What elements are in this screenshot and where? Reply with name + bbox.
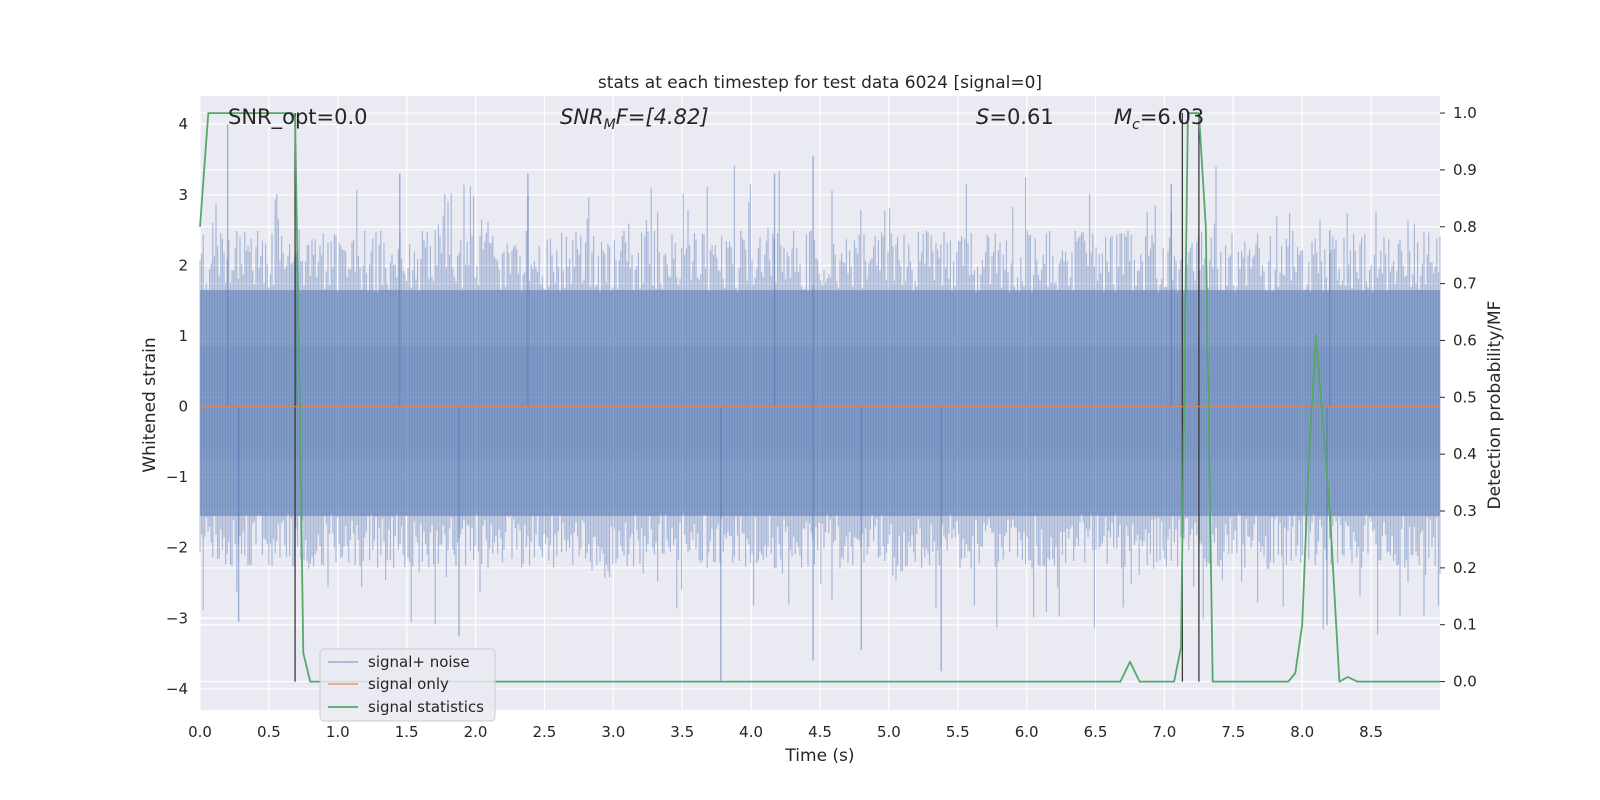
annotation-snr-mf-value: F=[4.82] <box>616 105 709 129</box>
y2-tick-label: 0.1 <box>1453 616 1477 634</box>
y2-tick-label: 0.0 <box>1453 673 1477 691</box>
x-tick-label: 3.0 <box>601 723 625 741</box>
y2-tick-label: 0.4 <box>1453 445 1477 463</box>
y-tick-label: 0 <box>178 398 188 416</box>
annotation-mc-value: =6.03 <box>1140 105 1204 129</box>
y-tick-label: −3 <box>166 609 188 627</box>
noise-band <box>200 290 1440 516</box>
x-tick-label: 3.5 <box>670 723 694 741</box>
y2-tick-label: 0.3 <box>1453 502 1477 520</box>
legend-label-signal-only: signal only <box>368 675 449 693</box>
x-tick-label: 2.5 <box>533 723 557 741</box>
annotation-snr-opt: SNR_opt=0.0 <box>228 105 368 130</box>
y2-tick-label: 0.2 <box>1453 559 1477 577</box>
x-tick-label: 0.5 <box>257 723 281 741</box>
x-tick-label: 7.5 <box>1221 723 1245 741</box>
y2-tick-label: 0.8 <box>1453 218 1477 236</box>
y-tick-label: −4 <box>166 680 188 698</box>
noise-spikes <box>226 124 1331 682</box>
x-tick-label: 5.5 <box>946 723 970 741</box>
y-tick-labels: 4 3 2 1 0 −1 −2 −3 −4 <box>166 115 188 698</box>
annotation-s-value: =0.61 <box>989 105 1053 129</box>
y2-axis-label: Detection probability/MF <box>1485 301 1505 510</box>
annotation-mc-subscript: c <box>1132 117 1140 133</box>
annotation-snr-mf-subscript: M <box>604 117 616 133</box>
y2-tick-label: 0.7 <box>1453 275 1477 293</box>
y-tick-label: 3 <box>178 186 188 204</box>
x-tick-label: 8.5 <box>1359 723 1383 741</box>
y2-tick-label: 0.9 <box>1453 161 1477 179</box>
x-tick-labels: 0.0 0.5 1.0 1.5 2.0 2.5 3.0 3.5 4.0 4.5 5.0 5.5 6.0 6… <box>188 723 1383 741</box>
y-tick-label: 2 <box>178 256 188 274</box>
y-tick-label: 1 <box>178 327 188 345</box>
annotation-mc: Mc=6.03 <box>1114 105 1204 133</box>
legend-box <box>319 648 496 722</box>
y2-tick-label: 0.6 <box>1453 331 1477 349</box>
x-tick-label: 4.0 <box>739 723 763 741</box>
line-series <box>199 112 1440 683</box>
annotation-snr-mf: SNRMF=[4.82] <box>560 105 709 133</box>
x-tick-label: 4.5 <box>808 723 832 741</box>
y-tick-label: −2 <box>166 539 188 557</box>
series-signal-statistics <box>199 112 1440 683</box>
y-tick-label: 4 <box>178 115 188 133</box>
legend-label-signal-statistics: signal statistics <box>368 698 484 716</box>
noise-core <box>200 346 1440 460</box>
x-tick-label: 2.0 <box>464 723 488 741</box>
y-tick-label: −1 <box>166 468 188 486</box>
y2-tick-labels: 1.0 0.9 0.8 0.7 0.6 0.5 0.4 0.3 0.2 0.1 0.0 <box>1440 104 1477 691</box>
annotation-snr-mf-symbol: SNR <box>560 105 604 129</box>
x-tick-label: 1.5 <box>395 723 419 741</box>
x-tick-label: 0.0 <box>188 723 212 741</box>
annotation-s: S=0.61 <box>976 105 1054 129</box>
series-signal-plus-noise <box>199 124 1441 682</box>
y-axis-label: Whitened strain <box>140 337 160 472</box>
x-tick-label: 1.0 <box>326 723 350 741</box>
legend: signal+ noise signal only signal statist… <box>319 648 496 722</box>
y2-tick-label: 0.5 <box>1453 388 1477 406</box>
chart-title: stats at each timestep for test data 602… <box>598 73 1042 93</box>
x-tick-label: 5.0 <box>877 723 901 741</box>
x-axis-label: Time (s) <box>784 746 854 766</box>
legend-label-signal-plus-noise: signal+ noise <box>368 653 470 671</box>
x-tick-label: 7.0 <box>1153 723 1177 741</box>
y2-tick-label: 1.0 <box>1453 104 1477 122</box>
x-tick-label: 8.0 <box>1290 723 1314 741</box>
annotation-mc-symbol: M <box>1114 105 1132 129</box>
x-tick-label: 6.5 <box>1084 723 1108 741</box>
annotation-s-symbol: S <box>976 105 989 129</box>
x-tick-label: 6.0 <box>1015 723 1039 741</box>
